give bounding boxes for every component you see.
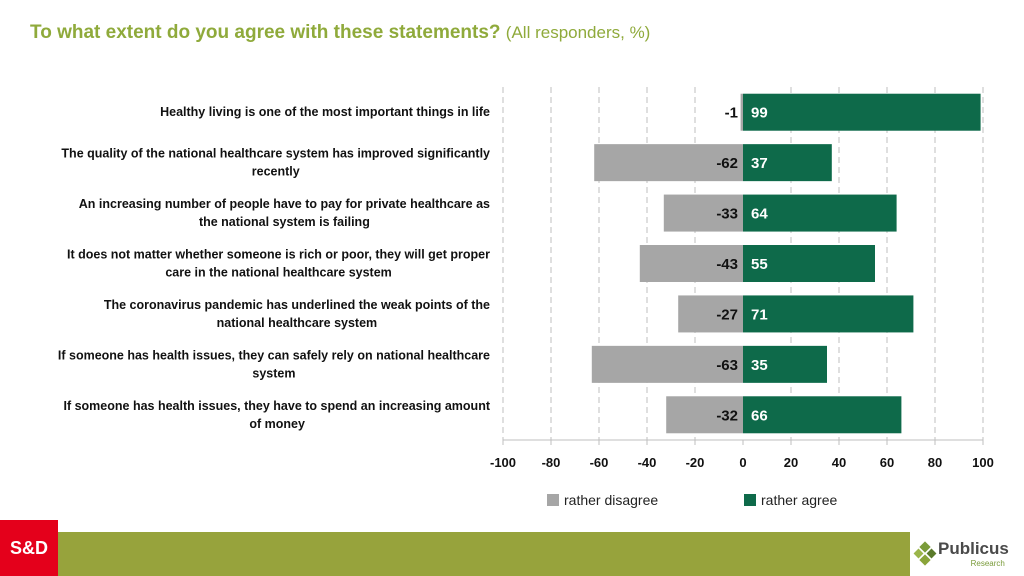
value-label-disagree: -62 (716, 155, 738, 172)
bar-disagree (591, 345, 743, 383)
value-label-agree: 35 (751, 357, 768, 374)
sd-logo-text: S&D (9, 537, 48, 558)
x-tick-label: 100 (972, 455, 994, 470)
value-label-disagree: -27 (716, 306, 738, 323)
x-tick-label: 80 (928, 455, 942, 470)
bar-disagree (639, 245, 743, 282)
bar-disagree (663, 194, 743, 232)
value-label-disagree: -1 (725, 105, 738, 122)
diverging-bar-chart: -100 -80 -60 -40 -20 0 20 40 60 80 100 -1 99 Healthy … (58, 87, 994, 508)
category-label: care in the national healthcare system (165, 266, 391, 280)
value-label-disagree: -33 (716, 206, 738, 223)
category-label: recently (252, 165, 300, 179)
legend-swatch-agree (744, 494, 756, 506)
legend-label-agree: rather agree (761, 492, 837, 508)
bar-agree (743, 245, 875, 282)
bar-disagree (594, 144, 743, 182)
x-tick-label: -100 (490, 455, 516, 470)
brand-name: Publicus (938, 538, 1009, 558)
category-label: The quality of the national healthcare s… (61, 147, 490, 161)
category-label: The coronavirus pandemic has underlined … (104, 298, 490, 312)
bar-agree (743, 345, 827, 383)
value-label-disagree: -43 (716, 256, 738, 273)
sd-logo: S&D (0, 520, 58, 576)
value-label-agree: 55 (751, 256, 768, 273)
category-label: If someone has health issues, they can s… (58, 348, 490, 362)
title-subtitle: (All responders, %) (505, 23, 651, 42)
value-label-agree: 71 (751, 306, 768, 323)
x-tick-label: -60 (590, 455, 609, 470)
bar-disagree (666, 396, 743, 434)
bar-disagree (678, 295, 743, 333)
x-tick-label: 40 (832, 455, 846, 470)
category-label: the national system is failing (199, 215, 370, 229)
publicus-diamond-icon (913, 541, 937, 566)
category-label: of money (249, 417, 305, 431)
footer-bar (58, 532, 910, 576)
bar-agree (743, 396, 902, 434)
value-label-disagree: -32 (716, 407, 738, 424)
x-tick-label: -80 (542, 455, 561, 470)
legend-label-disagree: rather disagree (564, 492, 658, 508)
bar-agree (743, 93, 981, 131)
value-label-agree: 66 (751, 407, 768, 424)
x-tick-label: 0 (739, 455, 746, 470)
value-label-agree: 64 (751, 206, 768, 223)
title-main: To what extent do you agree with these s… (30, 22, 501, 43)
x-tick-label: -40 (638, 455, 657, 470)
legend-swatch-disagree (547, 494, 559, 506)
x-tick-label: 20 (784, 455, 798, 470)
x-tick-label: 60 (880, 455, 894, 470)
category-label: system (252, 366, 295, 380)
x-tick-label: -20 (686, 455, 705, 470)
bar-disagree (740, 93, 743, 131)
category-label: An increasing number of people have to p… (79, 197, 490, 211)
brand-sub: Research (970, 558, 1005, 568)
publicus-wordmark: Publicus Research (938, 538, 1009, 568)
bar-agree (743, 295, 914, 333)
category-label: Healthy living is one of the most import… (160, 105, 490, 119)
category-label: It does not matter whether someone is ri… (67, 248, 490, 262)
bar-agree (743, 194, 897, 232)
chart-title: To what extent do you agree with these s… (30, 22, 650, 44)
value-label-disagree: -63 (716, 357, 738, 374)
category-label: national healthcare system (217, 316, 377, 330)
value-label-agree: 37 (751, 155, 768, 172)
bar-agree (743, 144, 832, 182)
category-label: If someone has health issues, they have … (63, 399, 490, 413)
publicus-logo: Publicus Research (912, 532, 1024, 576)
value-label-agree: 99 (751, 105, 768, 122)
